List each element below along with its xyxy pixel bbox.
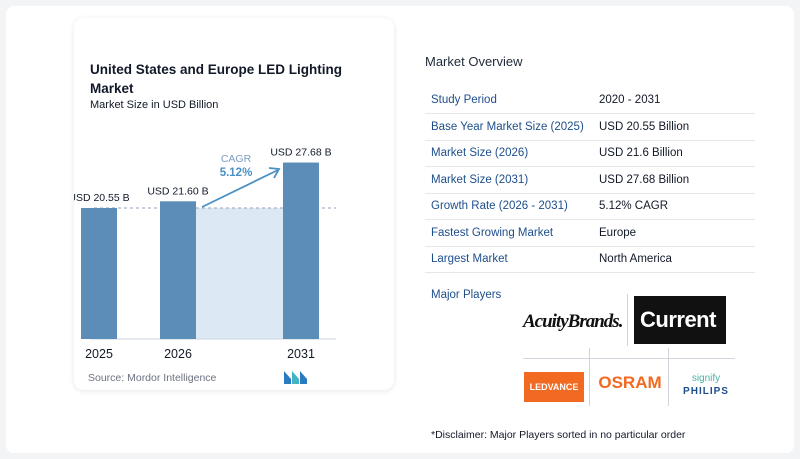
row-key: Largest Market bbox=[425, 246, 595, 273]
table-row: Study Period 2020 - 2031 bbox=[425, 87, 755, 114]
row-value: North America bbox=[595, 246, 755, 273]
x-tick-label: 2031 bbox=[287, 347, 315, 361]
row-value: USD 27.68 Billion bbox=[595, 166, 755, 194]
table-row: Fastest Growing Market Europe bbox=[425, 219, 755, 247]
logo-divider bbox=[627, 294, 628, 346]
chart-subtitle: Market Size in USD Billion bbox=[90, 99, 219, 111]
table-row: Market Size (2031) USD 27.68 Billion bbox=[425, 166, 755, 194]
row-value: USD 21.6 Billion bbox=[595, 140, 755, 167]
arrow-head-icon bbox=[268, 167, 281, 179]
overview-table: Study Period 2020 - 2031 Base Year Market… bbox=[425, 87, 755, 273]
overview-title: Market Overview bbox=[425, 54, 523, 69]
current-mark-icon bbox=[643, 359, 657, 377]
row-key: Growth Rate (2026 - 2031) bbox=[425, 193, 595, 220]
major-players-label: Major Players bbox=[431, 289, 502, 301]
page: United States and Europe LED Lighting Ma… bbox=[6, 6, 794, 453]
table-row: Growth Rate (2026 - 2031) 5.12% CAGR bbox=[425, 193, 755, 220]
x-tick-label: 2026 bbox=[164, 347, 192, 361]
logo-divider bbox=[668, 348, 669, 406]
signify-text: signify bbox=[691, 373, 721, 384]
signify-philips-logo: signify PHILIPS bbox=[676, 372, 736, 400]
row-key: Market Size (2031) bbox=[425, 166, 595, 194]
row-key: Base Year Market Size (2025) bbox=[425, 113, 595, 141]
growth-arrow bbox=[201, 169, 279, 208]
table-row: Market Size (2026) USD 21.6 Billion bbox=[425, 140, 755, 167]
logo-divider bbox=[523, 358, 735, 359]
acuity-brands-logo: AcuityBrands. bbox=[523, 311, 623, 332]
source-text: Source: Mordor Intelligence bbox=[88, 372, 217, 384]
current-logo: Current bbox=[634, 296, 726, 377]
row-value: USD 20.55 Billion bbox=[595, 113, 755, 141]
row-key: Study Period bbox=[425, 87, 595, 114]
market-overview: Market Overview Study Period 2020 - 2031 … bbox=[425, 54, 755, 273]
data-label: USD 21.60 B bbox=[147, 185, 208, 197]
philips-text: PHILIPS bbox=[683, 386, 729, 397]
row-key: Fastest Growing Market bbox=[425, 219, 595, 247]
mordor-logo-icon bbox=[284, 371, 307, 384]
bar-2025 bbox=[81, 208, 117, 339]
bar-2026 bbox=[160, 201, 196, 339]
current-logo-text: Current bbox=[640, 307, 716, 332]
data-label: USD 27.68 B bbox=[270, 147, 331, 159]
table-row: Largest Market North America bbox=[425, 246, 755, 273]
bar-chart: USD 20.55 B USD 21.60 B USD 27.68 B 2025 20… bbox=[74, 147, 336, 361]
chart-card: United States and Europe LED Lighting Ma… bbox=[74, 18, 394, 390]
cagr-label: CAGR bbox=[221, 153, 252, 165]
chart-title: United States and Europe LED Lighting Ma… bbox=[90, 62, 343, 96]
x-tick-label: 2025 bbox=[85, 347, 113, 361]
row-value: 5.12% CAGR bbox=[595, 193, 755, 220]
row-value: 2020 - 2031 bbox=[595, 87, 755, 114]
row-key: Market Size (2026) bbox=[425, 140, 595, 167]
bar-2031 bbox=[283, 162, 319, 339]
disclaimer-text: *Disclaimer: Major Players sorted in no … bbox=[431, 429, 686, 441]
cagr-value: 5.12% bbox=[220, 167, 253, 179]
data-label: USD 20.55 B bbox=[74, 192, 130, 204]
ledvance-logo: LEDVANCE bbox=[524, 372, 584, 402]
row-value: Europe bbox=[595, 219, 755, 247]
osram-logo: OSRAM bbox=[598, 373, 662, 392]
table-row: Base Year Market Size (2025) USD 20.55 Bi… bbox=[425, 113, 755, 141]
logo-divider bbox=[589, 348, 590, 406]
